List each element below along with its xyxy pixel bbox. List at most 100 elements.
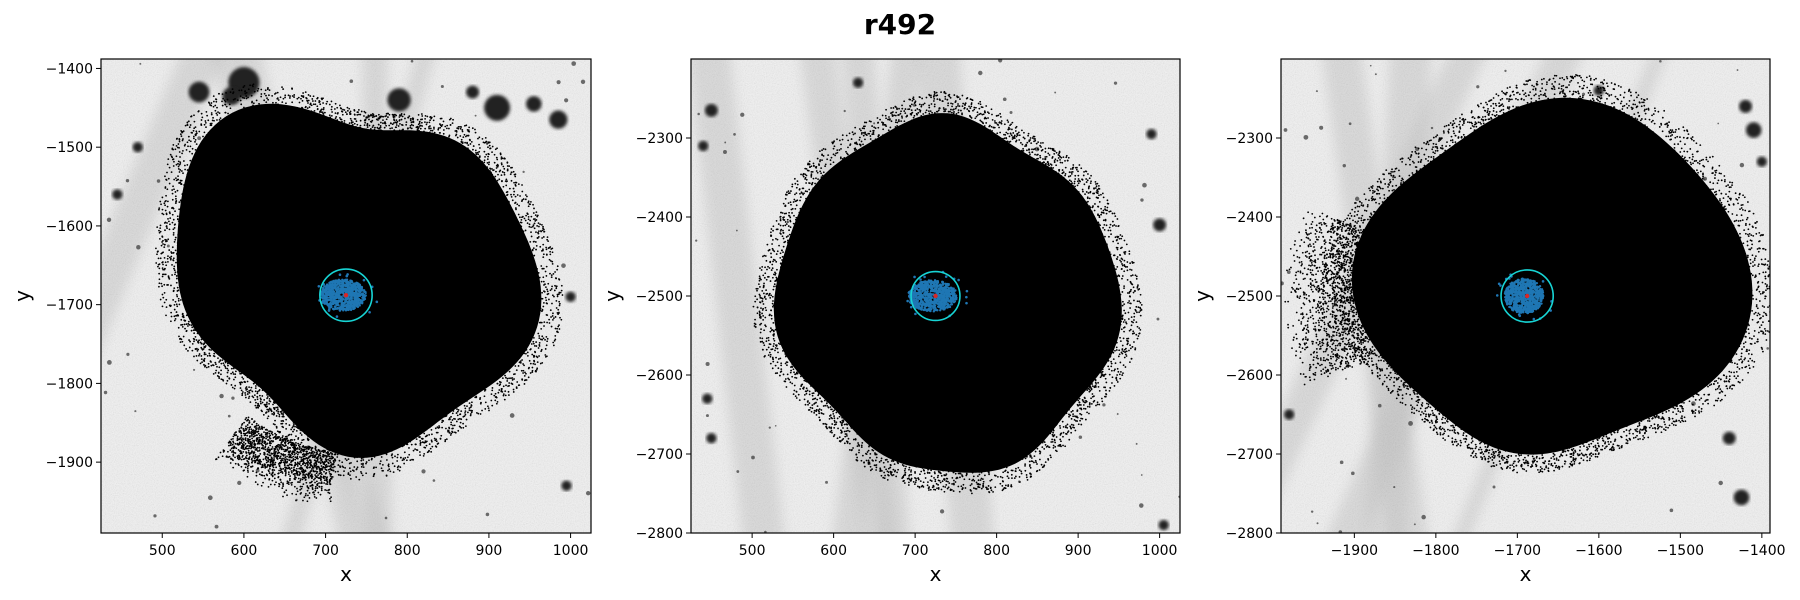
particle	[214, 104, 217, 107]
particle	[304, 464, 307, 467]
particle	[365, 116, 368, 119]
particle	[517, 183, 520, 186]
core-point	[340, 288, 343, 291]
particle	[290, 433, 293, 436]
particle	[281, 459, 284, 462]
particle	[216, 365, 218, 368]
y-tick-label: −1600	[46, 219, 93, 235]
particle	[314, 489, 317, 492]
particle	[309, 471, 312, 473]
particle	[511, 377, 514, 379]
particle	[326, 481, 329, 484]
particle	[164, 204, 167, 207]
particle	[290, 470, 293, 472]
particle	[370, 457, 373, 460]
particle	[546, 238, 549, 241]
particle	[422, 454, 425, 457]
particle	[385, 459, 388, 461]
particle	[194, 335, 197, 338]
particle	[256, 383, 259, 386]
particle	[522, 372, 524, 374]
particle	[411, 458, 413, 461]
particle	[487, 174, 490, 177]
particle	[545, 246, 548, 249]
particle	[282, 485, 284, 488]
particle	[175, 281, 178, 284]
particle	[558, 291, 561, 294]
particle	[453, 417, 455, 420]
faint-source	[410, 59, 414, 63]
particle	[179, 247, 182, 249]
particle	[488, 144, 491, 147]
particle	[434, 427, 437, 430]
core-point	[331, 296, 334, 299]
particle	[424, 114, 427, 117]
particle	[238, 442, 241, 445]
particle	[524, 344, 526, 347]
particle	[270, 408, 272, 411]
particle	[261, 428, 264, 430]
particle	[273, 93, 276, 95]
particle	[274, 438, 277, 441]
particle	[252, 429, 255, 432]
particle	[176, 244, 179, 247]
particle	[534, 370, 537, 373]
particle	[305, 429, 308, 432]
particle	[517, 384, 520, 387]
particle	[319, 103, 322, 106]
particle	[234, 462, 237, 465]
particle	[498, 178, 501, 181]
particle	[169, 153, 172, 156]
particle	[217, 372, 220, 374]
particle	[262, 447, 265, 450]
particle	[343, 109, 346, 111]
particle	[294, 464, 297, 467]
particle	[252, 445, 254, 448]
particle	[269, 461, 272, 464]
particle	[177, 289, 180, 292]
particle	[481, 137, 484, 140]
particle	[506, 377, 509, 380]
particle	[887, 455, 890, 458]
faint-source	[509, 413, 515, 418]
particle	[421, 118, 424, 121]
particle	[447, 138, 450, 141]
particle	[511, 215, 514, 218]
particle	[460, 418, 463, 421]
particle	[183, 144, 186, 147]
particle	[443, 138, 446, 141]
core-point	[344, 308, 348, 311]
particle	[328, 103, 331, 106]
particle	[508, 187, 511, 190]
particle	[501, 180, 503, 182]
core-point	[350, 308, 353, 311]
particle	[244, 92, 247, 95]
particle	[1098, 389, 1101, 392]
particle	[210, 133, 213, 136]
faint-source	[736, 470, 740, 473]
core-point	[337, 288, 340, 291]
particle	[188, 126, 191, 129]
particle	[251, 423, 254, 426]
core-point	[323, 295, 326, 298]
particle	[391, 127, 393, 129]
core-point	[334, 299, 338, 303]
particle	[300, 464, 302, 467]
core-point	[321, 297, 324, 300]
particle	[254, 390, 257, 393]
particle	[166, 205, 169, 208]
particle	[187, 135, 190, 138]
particle	[246, 424, 249, 426]
particle	[187, 322, 190, 325]
particle	[165, 199, 167, 202]
particle	[289, 439, 292, 442]
particle	[284, 440, 287, 442]
particle	[302, 438, 305, 441]
core-point	[329, 288, 333, 291]
particle	[320, 97, 323, 100]
particle	[287, 481, 290, 484]
particle	[506, 380, 509, 382]
particle	[451, 122, 454, 125]
particle	[468, 409, 471, 412]
particle	[511, 358, 514, 361]
